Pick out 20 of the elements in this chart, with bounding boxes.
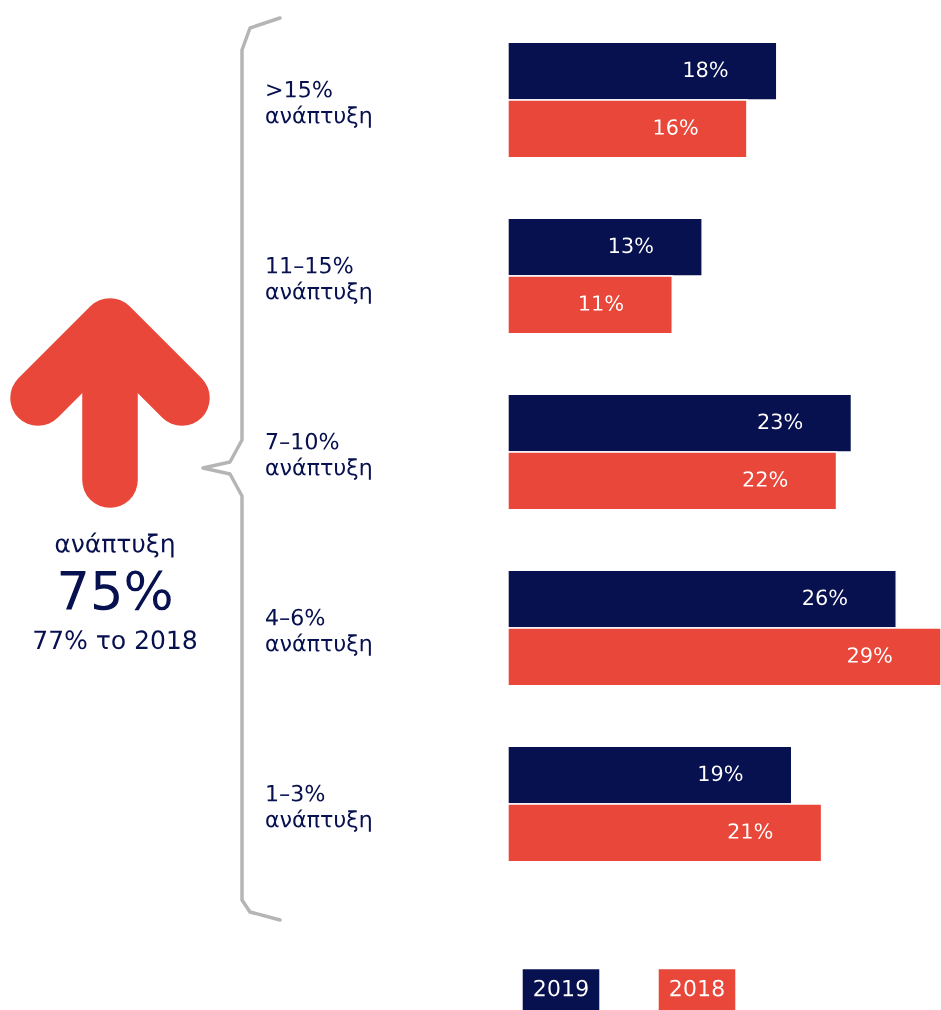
y-tick-label: 11–15% ανάπτυξη <box>266 256 371 304</box>
data-label: 11% <box>580 295 623 311</box>
data-label: 22% <box>743 471 788 487</box>
data-label: 18% <box>684 61 728 78</box>
y-tick-label: >15% ανάπτυξη <box>266 80 371 128</box>
text: 75% <box>60 570 171 611</box>
y-tick-label: 4–6% ανάπτυξη <box>266 608 371 656</box>
data-label: 29% <box>848 647 892 663</box>
text: 2019 <box>534 979 588 997</box>
text: 77% το 2018 <box>34 630 196 650</box>
text: 2018 <box>670 979 724 997</box>
data-label: 19% <box>699 765 743 782</box>
y-tick-label: 1–3% ανάπτυξη <box>266 784 371 832</box>
text: ανάπτυξη <box>55 532 174 558</box>
data-label: 26% <box>803 589 847 606</box>
data-label: 21% <box>728 823 773 839</box>
data-label: 13% <box>609 237 653 254</box>
data-label: 23% <box>758 413 803 430</box>
y-tick-label: 7–10% ανάπτυξη <box>266 432 371 480</box>
data-label: 16% <box>654 119 698 135</box>
